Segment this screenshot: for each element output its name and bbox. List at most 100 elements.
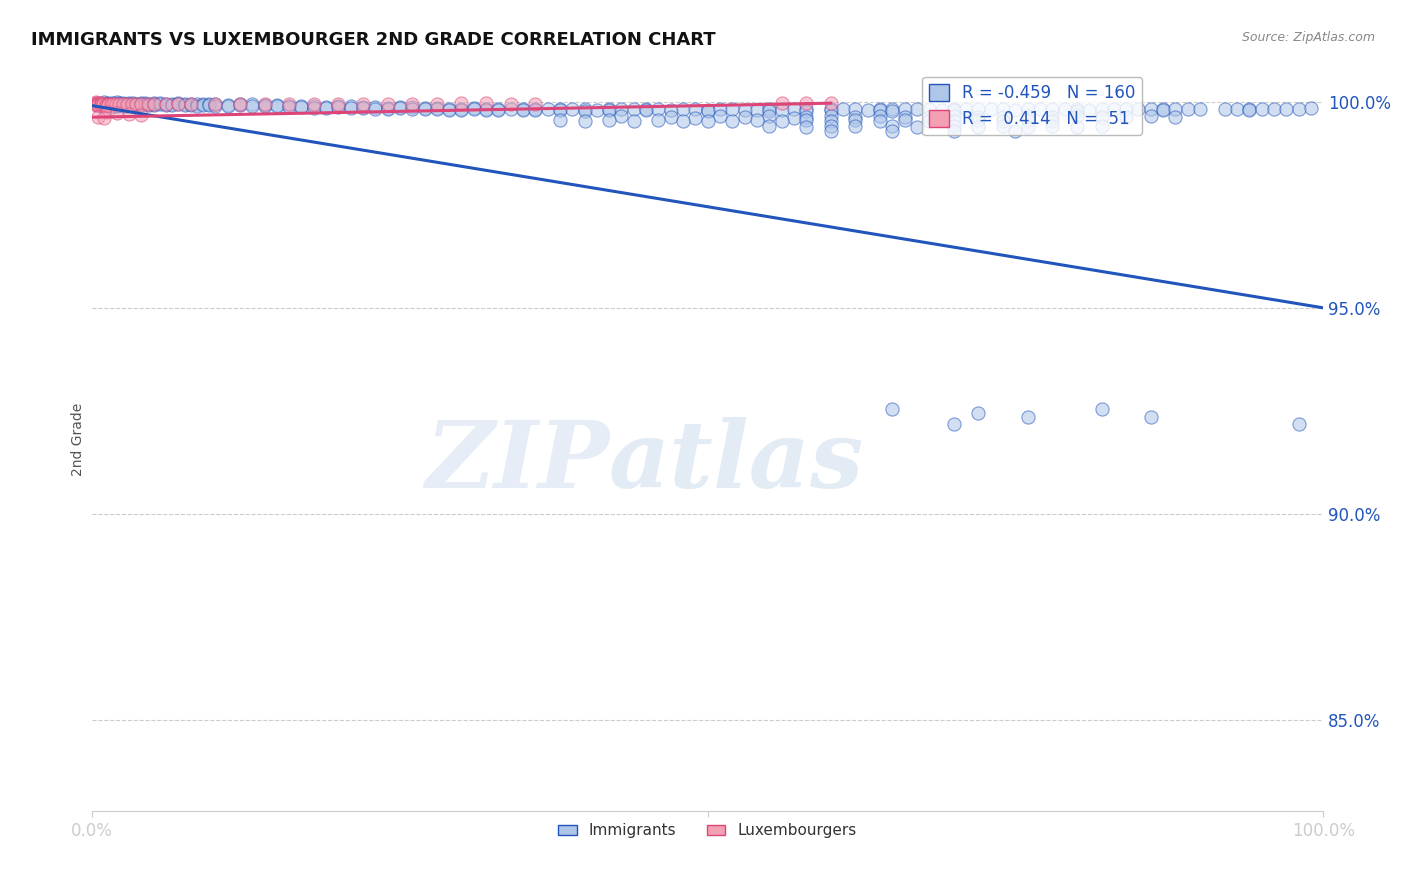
Point bbox=[636, 103, 658, 118]
Point bbox=[198, 97, 221, 112]
Point bbox=[721, 114, 744, 128]
Point bbox=[352, 96, 374, 111]
Point bbox=[142, 98, 165, 112]
Point bbox=[942, 109, 965, 123]
Point bbox=[160, 98, 183, 112]
Point bbox=[794, 103, 817, 118]
Legend: Immigrants, Luxembourgers: Immigrants, Luxembourgers bbox=[553, 817, 863, 845]
Point bbox=[1288, 102, 1310, 116]
Point bbox=[118, 107, 141, 121]
Point bbox=[745, 113, 768, 128]
Point bbox=[685, 111, 707, 125]
Point bbox=[105, 99, 128, 113]
Point bbox=[105, 98, 128, 112]
Point bbox=[377, 96, 399, 111]
Point bbox=[90, 98, 112, 112]
Point bbox=[1004, 124, 1026, 138]
Point bbox=[512, 102, 534, 116]
Point bbox=[125, 96, 148, 111]
Point bbox=[131, 96, 153, 111]
Point bbox=[315, 101, 337, 115]
Point bbox=[87, 96, 110, 111]
Point bbox=[991, 110, 1014, 124]
Point bbox=[180, 97, 202, 112]
Point bbox=[266, 99, 288, 113]
Point bbox=[198, 98, 221, 112]
Point bbox=[1066, 103, 1088, 117]
Point bbox=[87, 96, 110, 111]
Point bbox=[1152, 102, 1174, 116]
Point bbox=[96, 98, 118, 112]
Point bbox=[94, 97, 117, 112]
Point bbox=[167, 97, 190, 112]
Point bbox=[991, 114, 1014, 128]
Point bbox=[352, 100, 374, 114]
Point bbox=[87, 98, 110, 112]
Point bbox=[1213, 102, 1236, 116]
Point bbox=[91, 99, 114, 113]
Point bbox=[869, 102, 891, 116]
Point bbox=[463, 101, 485, 115]
Point bbox=[794, 120, 817, 134]
Point bbox=[882, 103, 904, 118]
Point bbox=[820, 114, 842, 128]
Point bbox=[87, 95, 110, 110]
Point bbox=[955, 103, 977, 117]
Point bbox=[352, 101, 374, 115]
Point bbox=[942, 103, 965, 118]
Point bbox=[869, 109, 891, 123]
Point bbox=[1017, 410, 1039, 425]
Point bbox=[290, 100, 312, 114]
Point bbox=[131, 95, 153, 110]
Point bbox=[1053, 102, 1076, 116]
Point bbox=[967, 110, 990, 124]
Point bbox=[111, 98, 134, 112]
Point bbox=[586, 103, 609, 117]
Point bbox=[598, 113, 620, 128]
Point bbox=[121, 96, 143, 111]
Point bbox=[598, 103, 620, 118]
Point bbox=[856, 103, 879, 117]
Point bbox=[1299, 101, 1322, 115]
Point bbox=[1189, 102, 1212, 116]
Point bbox=[931, 103, 953, 117]
Point bbox=[437, 103, 460, 117]
Point bbox=[204, 98, 226, 112]
Point bbox=[94, 98, 117, 112]
Point bbox=[96, 104, 118, 119]
Point bbox=[266, 98, 288, 112]
Point bbox=[721, 103, 744, 117]
Point bbox=[100, 95, 122, 110]
Point bbox=[103, 97, 125, 112]
Point bbox=[770, 96, 793, 111]
Point bbox=[882, 124, 904, 138]
Point bbox=[1017, 113, 1039, 128]
Point bbox=[1017, 120, 1039, 134]
Point bbox=[121, 96, 143, 111]
Point bbox=[149, 96, 172, 111]
Point bbox=[882, 401, 904, 416]
Point bbox=[388, 100, 411, 114]
Point bbox=[93, 96, 115, 111]
Point bbox=[401, 102, 423, 116]
Point bbox=[794, 96, 817, 111]
Point bbox=[1275, 102, 1298, 116]
Point bbox=[486, 102, 509, 116]
Point bbox=[548, 113, 571, 128]
Point bbox=[229, 97, 252, 112]
Point bbox=[561, 102, 583, 116]
Point bbox=[942, 120, 965, 134]
Point bbox=[142, 96, 165, 111]
Point bbox=[100, 99, 122, 113]
Point bbox=[844, 110, 866, 124]
Point bbox=[745, 103, 768, 118]
Point bbox=[696, 103, 718, 118]
Point bbox=[101, 97, 124, 112]
Point bbox=[142, 95, 165, 110]
Point bbox=[180, 98, 202, 112]
Point bbox=[942, 124, 965, 138]
Point bbox=[240, 98, 263, 112]
Text: ZIP: ZIP bbox=[425, 417, 609, 508]
Point bbox=[328, 96, 350, 111]
Point bbox=[942, 417, 965, 432]
